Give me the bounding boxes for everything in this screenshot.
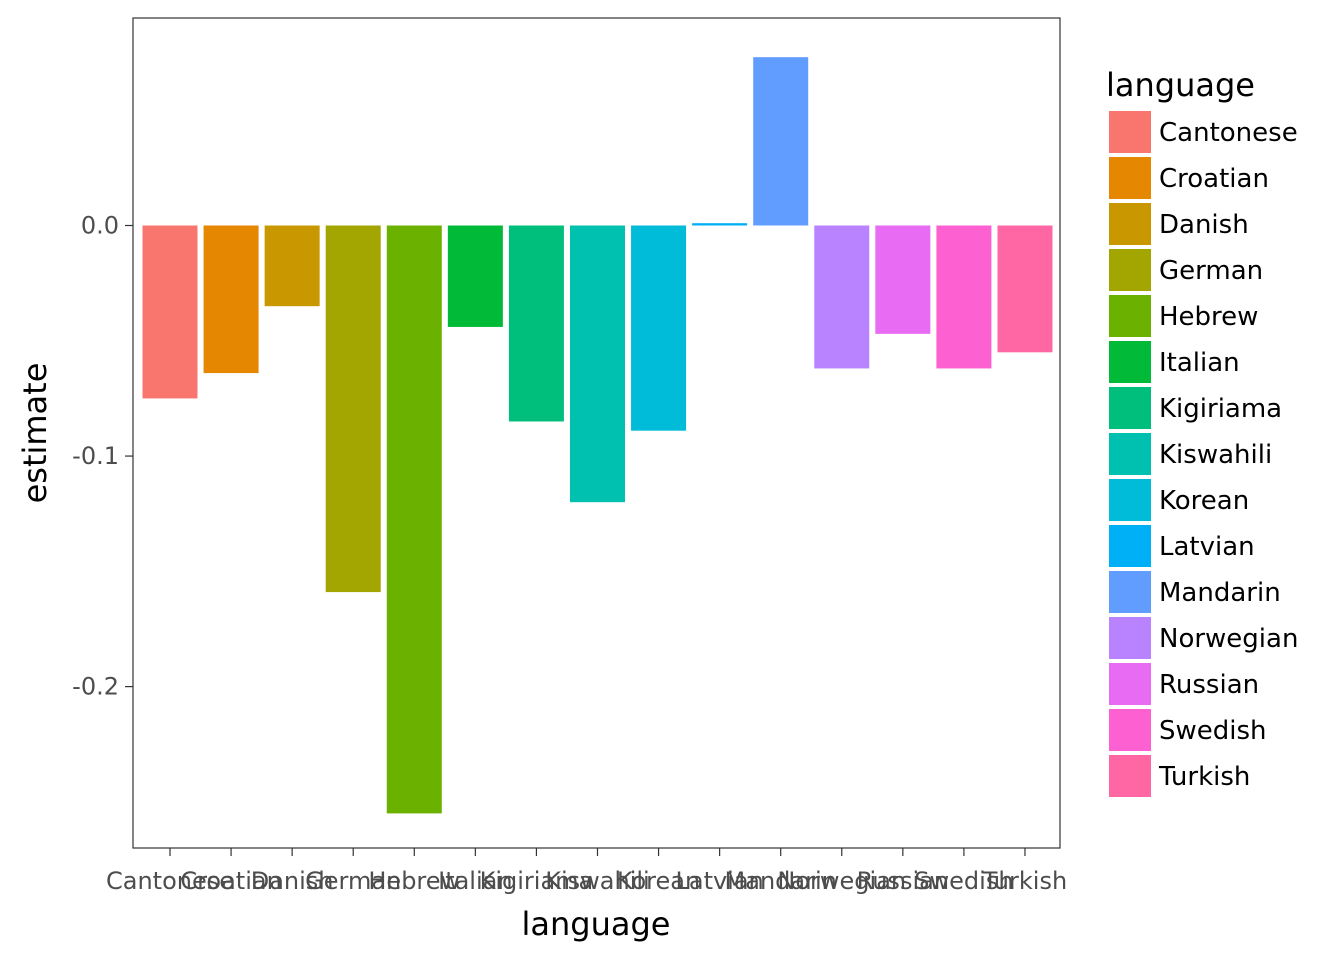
bar-swedish — [936, 225, 992, 369]
x-tick-label-kiswahili: Kiswahili — [545, 867, 649, 895]
x-tick-label-turkish: Turkish — [982, 867, 1067, 895]
legend-label-hebrew: Hebrew — [1159, 302, 1258, 332]
y-tick-label: -0.1 — [72, 442, 119, 470]
legend-label-swedish: Swedish — [1159, 716, 1267, 746]
x-tick-label-hebrew: Hebrew — [368, 867, 460, 895]
legend-label-croatian: Croatian — [1159, 164, 1269, 194]
bar-norwegian — [814, 225, 870, 369]
y-axis-title: estimate — [16, 363, 54, 504]
y-tick-label: 0.0 — [81, 212, 119, 240]
bar-turkish — [997, 225, 1053, 353]
bar-danish — [264, 225, 320, 307]
legend-label-cantonese: Cantonese — [1159, 118, 1298, 148]
x-tick-label-croatian: Croatian — [180, 867, 281, 895]
legend-label-korean: Korean — [1159, 486, 1249, 516]
legend-swatch-hebrew — [1109, 295, 1151, 337]
x-tick-label-danish: Danish — [251, 867, 334, 895]
x-tick-label-norwegian: Norwegian — [777, 867, 906, 895]
y-tick-label: -0.2 — [72, 673, 119, 701]
x-tick-label-italian: Italian — [438, 867, 512, 895]
bar-mandarin — [753, 57, 809, 226]
legend-swatch-norwegian — [1109, 617, 1151, 659]
x-tick-label-russian: Russian — [857, 867, 949, 895]
x-tick-label-swedish: Swedish — [914, 867, 1013, 895]
legend-swatch-swedish — [1109, 709, 1151, 751]
bars-group — [142, 57, 1053, 814]
x-tick-label-kigiriama: Kigiriama — [480, 867, 594, 895]
legend-label-latvian: Latvian — [1159, 532, 1255, 562]
legend-label-russian: Russian — [1159, 670, 1259, 700]
legend-swatch-german — [1109, 249, 1151, 291]
legend-swatch-korean — [1109, 479, 1151, 521]
bar-german — [325, 225, 381, 593]
legend-swatch-italian — [1109, 341, 1151, 383]
legend-label-norwegian: Norwegian — [1159, 624, 1298, 654]
bar-cantonese — [142, 225, 198, 399]
bar-russian — [875, 225, 931, 334]
legend-label-italian: Italian — [1159, 348, 1240, 378]
bar-croatian — [203, 225, 259, 374]
legend-swatch-latvian — [1109, 525, 1151, 567]
bar-kiswahili — [569, 225, 625, 503]
bar-latvian — [692, 223, 748, 226]
legend-swatch-cantonese — [1109, 111, 1151, 153]
legend-swatch-turkish — [1109, 755, 1151, 797]
legend-label-kigiriama: Kigiriama — [1159, 394, 1282, 424]
bar-korean — [631, 225, 687, 431]
x-axis: CantoneseCroatianDanishGermanHebrewItali… — [106, 848, 1067, 895]
legend-title: language — [1106, 66, 1255, 104]
bar-italian — [447, 225, 503, 327]
legend-swatch-croatian — [1109, 157, 1151, 199]
x-axis-title: language — [522, 905, 671, 943]
x-tick-label-cantonese: Cantonese — [106, 867, 234, 895]
x-tick-label-latvian: Latvian — [675, 867, 763, 895]
legend-label-danish: Danish — [1159, 210, 1249, 240]
legend-swatch-russian — [1109, 663, 1151, 705]
x-tick-label-german: German — [305, 867, 401, 895]
bar-hebrew — [386, 225, 442, 814]
legend: language Cantonese Croatian Danish German He… — [1106, 66, 1298, 797]
bar-kigiriama — [508, 225, 564, 422]
legend-label-mandarin: Mandarin — [1159, 578, 1281, 608]
legend-swatch-kiswahili — [1109, 433, 1151, 475]
y-axis: 0.0 -0.1 -0.2 — [72, 212, 133, 701]
x-tick-label-mandarin: Mandarin — [725, 867, 837, 895]
legend-label-kiswahili: Kiswahili — [1159, 440, 1272, 470]
legend-label-turkish: Turkish — [1158, 762, 1250, 792]
x-tick-label-korean: Korean — [617, 867, 700, 895]
legend-label-german: German — [1159, 256, 1263, 286]
legend-swatch-kigiriama — [1109, 387, 1151, 429]
legend-swatch-danish — [1109, 203, 1151, 245]
legend-swatch-mandarin — [1109, 571, 1151, 613]
